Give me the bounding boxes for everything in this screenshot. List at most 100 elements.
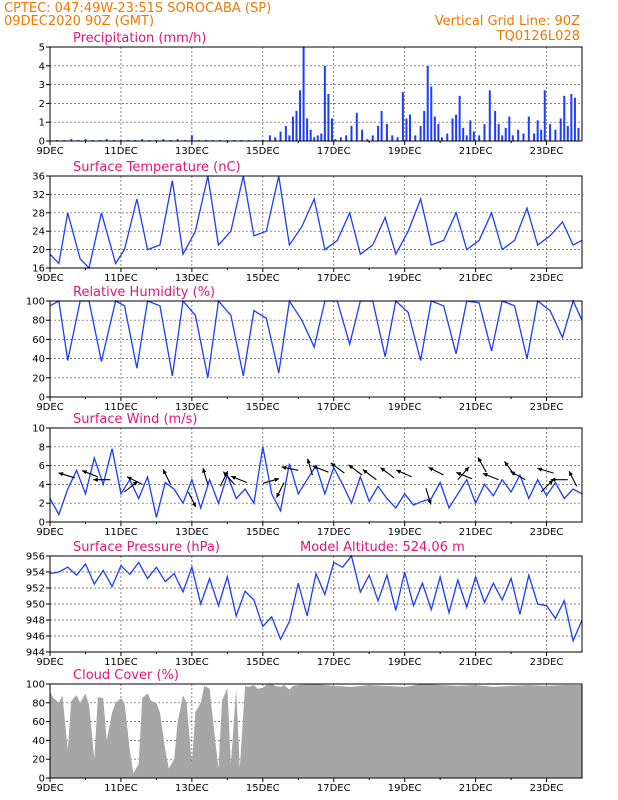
wind-vector-head — [330, 462, 336, 468]
header-model: TQ0126L028 — [496, 29, 580, 44]
precipitation-bar — [414, 135, 417, 141]
precipitation-xtick-label: 19DEC — [388, 146, 422, 157]
humidity-ytick-label: 20 — [32, 373, 45, 384]
cloud-cover-area — [50, 684, 582, 778]
temperature-ytick-label: 36 — [32, 172, 45, 183]
humidity-xtick-label: 23DEC — [530, 402, 564, 413]
precipitation-bar — [190, 135, 193, 141]
temperature-xtick-label: 21DEC — [459, 273, 493, 284]
precipitation-bar — [494, 110, 497, 141]
precipitation-bar — [426, 65, 429, 141]
precipitation-bar — [451, 118, 454, 141]
precipitation-bar — [501, 135, 504, 141]
cloud-cover-title: Cloud Cover (%) — [73, 668, 179, 683]
precipitation-bar — [334, 139, 337, 141]
precipitation-bar — [385, 124, 388, 141]
wind-vector-head — [93, 477, 98, 482]
precipitation-bar — [536, 120, 539, 141]
precipitation-bar — [527, 116, 530, 141]
precipitation-bar — [559, 118, 562, 141]
precipitation-bar — [423, 110, 426, 141]
precipitation-bar — [504, 127, 507, 141]
precipitation-xtick-label: 15DEC — [246, 146, 280, 157]
temperature-frame — [49, 175, 583, 269]
wind-xtick-label: 21DEC — [459, 527, 493, 538]
precipitation-bar — [323, 65, 326, 141]
precipitation-bar — [430, 86, 433, 141]
precipitation-bar — [313, 137, 316, 141]
wind-vector-head — [550, 477, 556, 482]
precipitation-ytick-label: 5 — [39, 43, 45, 54]
wind-xtick-label: 17DEC — [317, 527, 351, 538]
wind-ytick-label: 8 — [39, 442, 45, 453]
cloud-cover-xtick-label: 21DEC — [459, 783, 493, 794]
humidity-xtick-label: 19DEC — [388, 402, 422, 413]
temperature-xtick-label: 19DEC — [388, 273, 422, 284]
wind-vector-head — [548, 479, 554, 485]
header-grid-note: Vertical Grid Line: 90Z — [435, 14, 580, 29]
cloud-cover-panel: Cloud Cover (%) 0 20 40 60 80 100 9DEC 11DEC 13DE… — [26, 668, 583, 794]
cloud-cover-xtick-label: 11DEC — [104, 783, 138, 794]
humidity-ytick-label: 80 — [32, 316, 45, 327]
precipitation-bar — [361, 129, 364, 141]
precipitation-bar — [554, 129, 557, 141]
precipitation-bar — [306, 118, 309, 141]
pressure-ytick-label: 950 — [26, 600, 45, 611]
temperature-panel: Surface Temperature (nC) 16 20 24 28 32 36 9DEC… — [32, 160, 583, 284]
wind-ytick-label: 4 — [39, 480, 45, 491]
temperature-xtick-label: 23DEC — [530, 273, 564, 284]
wind-title: Surface Wind (m/s) — [73, 412, 197, 427]
wind-xtick-label: 11DEC — [104, 527, 138, 538]
humidity-xtick-label: 9DEC — [36, 402, 63, 413]
cloud-cover-xtick-label: 19DEC — [388, 783, 422, 794]
temperature-xtick-label: 15DEC — [246, 273, 280, 284]
precipitation-ytick-label: 2 — [39, 99, 45, 110]
precipitation-bar — [437, 124, 440, 141]
wind-vector-head — [396, 469, 402, 474]
wind-vector-head — [223, 471, 228, 477]
humidity-xtick-label: 15DEC — [246, 402, 280, 413]
wind-ytick-label: 2 — [39, 499, 45, 510]
wind-xtick-label: 13DEC — [175, 527, 209, 538]
pressure-xtick-label: 23DEC — [530, 657, 564, 668]
precipitation-xtick-label: 17DEC — [317, 146, 351, 157]
precipitation-bar — [570, 94, 573, 141]
precipitation-bar — [320, 133, 323, 141]
cloud-cover-frame — [49, 683, 583, 779]
precipitation-ytick-label: 1 — [39, 118, 45, 129]
wind-vector-head — [202, 468, 207, 474]
wind-vector-head — [477, 457, 483, 463]
pressure-frame — [49, 555, 583, 653]
precipitation-xtick-label: 21DEC — [459, 146, 493, 157]
humidity-title: Relative Humidity (%) — [73, 285, 215, 300]
wind-vector-head — [231, 475, 237, 480]
wind-vector-head — [274, 477, 280, 482]
precipitation-bar — [380, 110, 383, 141]
pressure-xtick-label: 17DEC — [317, 657, 351, 668]
precipitation-bar — [563, 95, 566, 141]
pressure-panel: Surface Pressure (hPa) Model Altitude: 52… — [26, 540, 583, 668]
precipitation-bar — [469, 120, 472, 141]
precipitation-bar — [141, 139, 144, 141]
wind-vector-head — [427, 499, 432, 505]
pressure-ytick-label: 948 — [26, 616, 45, 627]
wind-panel: Surface Wind (m/s) 0 2 4 6 8 10 9DEC 11DEC 13DEC 1… — [32, 412, 583, 538]
humidity-xtick-label: 17DEC — [317, 402, 351, 413]
wind-vector-head — [191, 502, 196, 508]
wind-vector-head — [510, 471, 516, 476]
humidity-ytick-label: 0 — [39, 393, 45, 404]
humidity-ytick-label: 40 — [32, 354, 45, 365]
precipitation-bar — [350, 125, 353, 141]
cloud-cover-xtick-label: 9DEC — [36, 783, 63, 794]
cloud-cover-ytick-label: 20 — [32, 755, 45, 766]
wind-vector-head — [132, 481, 138, 486]
wind-vector-head — [306, 458, 311, 464]
precipitation-bar — [511, 135, 514, 141]
precipitation-bar — [288, 135, 291, 141]
precipitation-bar — [391, 135, 394, 141]
precipitation-xtick-label: 11DEC — [104, 146, 138, 157]
precipitation-bar — [299, 90, 302, 141]
precipitation-bar — [408, 114, 411, 141]
wind-vector-head — [362, 469, 368, 474]
precipitation-bar — [517, 129, 520, 141]
